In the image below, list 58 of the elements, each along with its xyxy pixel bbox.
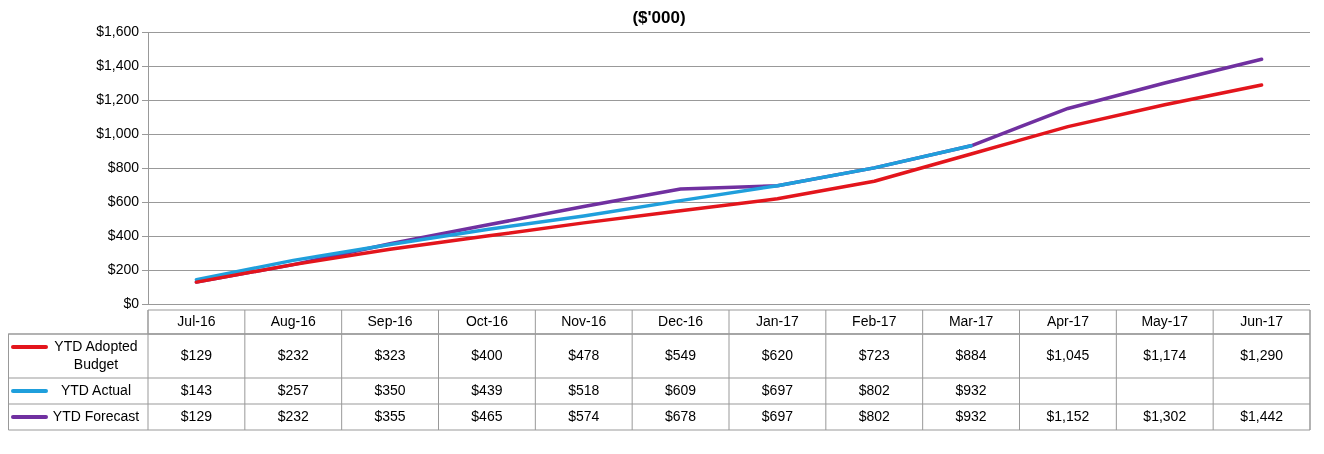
x-tick-label: Mar-17 bbox=[948, 312, 994, 329]
data-label: $620 bbox=[761, 346, 794, 363]
data-label: $1,045 bbox=[1046, 346, 1090, 363]
data-label: $478 bbox=[568, 346, 600, 363]
y-tick-label: $600 bbox=[107, 193, 140, 210]
data-label: $232 bbox=[277, 407, 310, 424]
data-label: $518 bbox=[568, 381, 600, 398]
y-tick-label: $200 bbox=[107, 260, 140, 277]
data-label: $232 bbox=[277, 346, 310, 363]
data-label: $465 bbox=[471, 407, 503, 424]
y-tick-label: $1,000 bbox=[96, 125, 140, 142]
data-label: $678 bbox=[665, 407, 697, 424]
data-label: $350 bbox=[374, 381, 406, 398]
y-tick-label: $800 bbox=[107, 159, 140, 176]
x-tick-label: Sep-16 bbox=[367, 312, 413, 329]
x-tick-label: Oct-16 bbox=[465, 312, 509, 329]
data-label: $439 bbox=[471, 381, 503, 398]
x-tick-label: Feb-17 bbox=[852, 312, 897, 329]
data-label: $932 bbox=[955, 381, 987, 398]
x-tick-label: Jul-16 bbox=[177, 312, 216, 329]
data-label: $1,302 bbox=[1143, 407, 1187, 424]
data-label: $143 bbox=[180, 381, 213, 398]
data-label: $697 bbox=[761, 381, 794, 398]
chart-title: ($'000) bbox=[632, 7, 686, 27]
data-label: $1,290 bbox=[1240, 346, 1284, 363]
x-tick-label: Nov-16 bbox=[561, 312, 607, 329]
data-label: $257 bbox=[277, 381, 310, 398]
x-tick-label: Dec-16 bbox=[658, 312, 704, 329]
x-tick-label: May-17 bbox=[1141, 312, 1189, 329]
y-tick-label: $0 bbox=[123, 294, 140, 311]
data-label: $884 bbox=[955, 346, 987, 363]
y-tick-label: $400 bbox=[107, 226, 140, 243]
data-label: $323 bbox=[374, 346, 406, 363]
legend-label: YTD Adopted Budget bbox=[54, 337, 138, 372]
data-label: $697 bbox=[761, 407, 794, 424]
data-label: $355 bbox=[374, 407, 406, 424]
data-label: $609 bbox=[665, 381, 697, 398]
data-label: $1,442 bbox=[1240, 407, 1284, 424]
x-tick-label: Jun-17 bbox=[1240, 312, 1284, 329]
legend-label: YTD Actual bbox=[60, 381, 132, 398]
data-label: $129 bbox=[180, 346, 213, 363]
x-tick-label: Apr-17 bbox=[1046, 312, 1090, 329]
data-label: $1,174 bbox=[1143, 346, 1187, 363]
legend-label: YTD Forecast bbox=[52, 407, 140, 424]
y-tick-label: $1,200 bbox=[96, 91, 140, 108]
data-label: $574 bbox=[568, 407, 600, 424]
y-tick-label: $1,400 bbox=[96, 57, 140, 74]
data-label: $802 bbox=[858, 407, 891, 424]
data-label: $723 bbox=[858, 346, 891, 363]
data-label: $932 bbox=[955, 407, 987, 424]
data-label: $1,152 bbox=[1046, 407, 1090, 424]
data-label: $549 bbox=[665, 346, 697, 363]
data-label: $129 bbox=[180, 407, 213, 424]
y-tick-label: $1,600 bbox=[96, 23, 140, 40]
data-label: $802 bbox=[858, 381, 891, 398]
x-tick-label: Jan-17 bbox=[756, 312, 800, 329]
data-label: $400 bbox=[471, 346, 503, 363]
x-tick-label: Aug-16 bbox=[270, 312, 317, 329]
